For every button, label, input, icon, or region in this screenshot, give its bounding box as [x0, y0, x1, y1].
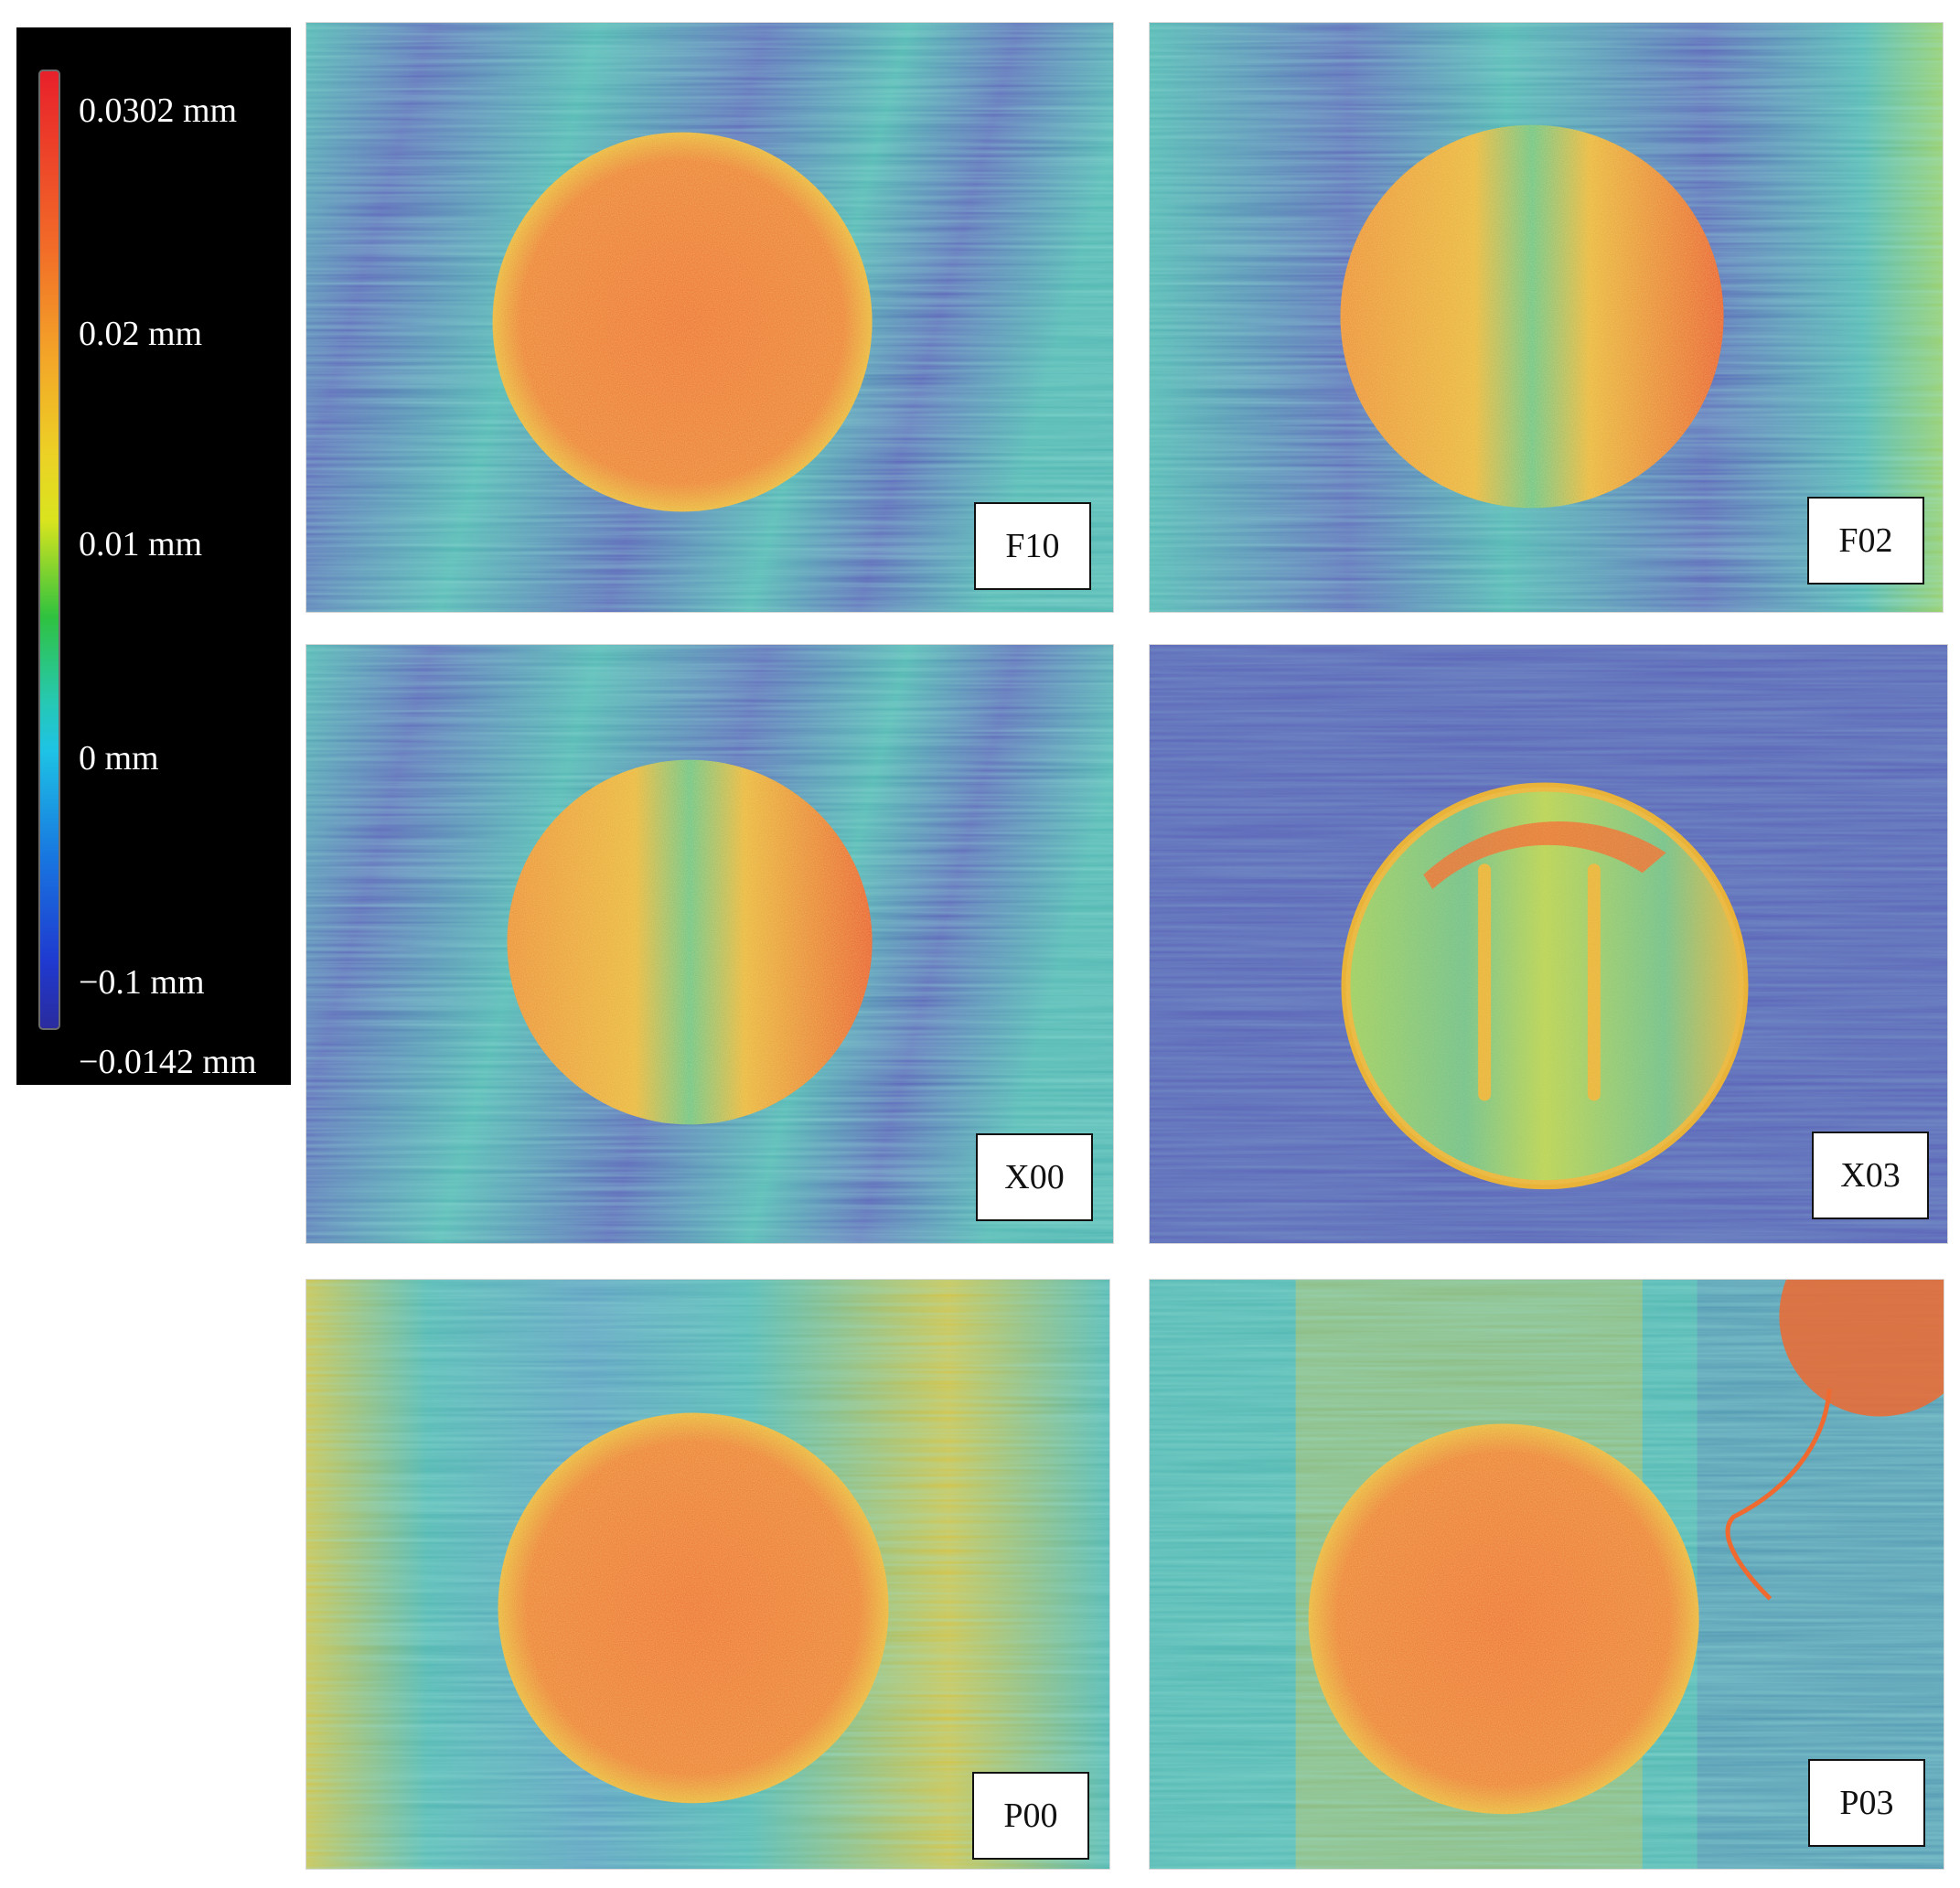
color-scale-gradient	[38, 70, 60, 1030]
scale-label-0.02: 0.02 mm	[79, 315, 203, 353]
panel-label: X00	[976, 1133, 1093, 1221]
profile-panel-x00: X00	[305, 644, 1114, 1244]
surface-profile-image	[1150, 23, 1943, 612]
scale-label-zero: 0 mm	[79, 739, 159, 778]
scale-label-neg: −0.1 mm	[79, 963, 205, 1002]
height-color-scale: 0.0302 mm 0.02 mm 0.01 mm 0 mm −0.1 mm −…	[16, 27, 291, 1085]
scale-label-0.01: 0.01 mm	[79, 525, 203, 563]
profile-panel-f02: F02	[1149, 22, 1944, 613]
scale-label-max: 0.0302 mm	[79, 91, 238, 130]
panel-label: P03	[1808, 1759, 1925, 1847]
scale-label-min: −0.0142 mm	[79, 1043, 257, 1081]
profile-panel-p03: P03	[1149, 1279, 1944, 1870]
surface-profile-image	[1150, 645, 1947, 1243]
surface-profile-image	[306, 23, 1113, 612]
surface-profile-image	[306, 1280, 1109, 1869]
panel-label: P00	[972, 1772, 1089, 1860]
panel-label: F10	[974, 502, 1091, 590]
profile-panel-p00: P00	[305, 1279, 1110, 1870]
panel-label: F02	[1807, 497, 1924, 585]
panel-label: X03	[1812, 1132, 1929, 1219]
profile-panel-x03: X03	[1149, 644, 1948, 1244]
profile-panel-f10: F10	[305, 22, 1114, 613]
